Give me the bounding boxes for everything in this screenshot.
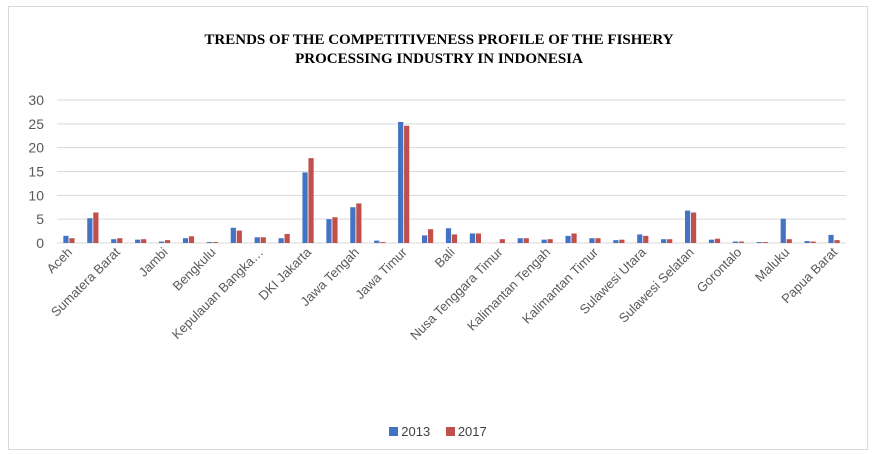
bar-2017-25 xyxy=(667,239,673,243)
y-tick-label-10: 10 xyxy=(28,187,44,203)
bar-2017-9 xyxy=(284,233,290,243)
x-tick-label-0: Aceh xyxy=(44,245,76,277)
legend-swatch-2013 xyxy=(389,427,399,436)
bar-2017-6 xyxy=(212,242,219,243)
bar-2013-1 xyxy=(87,218,93,243)
bar-2013-5 xyxy=(182,238,189,243)
bar-2017-31 xyxy=(810,241,816,243)
bar-2013-13 xyxy=(374,240,380,243)
bar-2013-4 xyxy=(158,241,165,243)
bar-2013-6 xyxy=(206,242,213,243)
bar-2013-27 xyxy=(708,239,715,243)
bar-2017-5 xyxy=(188,236,195,243)
chart-frame: TRENDS OF THE COMPETITIVENESS PROFILE OF… xyxy=(8,6,868,450)
bar-2017-4 xyxy=(164,240,171,243)
x-tick-label-15: Maluku xyxy=(752,245,792,285)
bar-2013-31 xyxy=(804,241,810,243)
bar-2013-0 xyxy=(63,235,69,243)
bar-2017-27 xyxy=(714,238,721,243)
bar-2013-24 xyxy=(637,234,643,243)
bar-2017-2 xyxy=(117,238,123,243)
y-tick-label-15: 15 xyxy=(28,164,44,180)
bar-2017-32 xyxy=(834,240,840,243)
bar-2017-28 xyxy=(738,241,745,243)
bar-2017-19 xyxy=(523,238,529,243)
bar-2017-21 xyxy=(571,233,577,243)
bar-2017-24 xyxy=(643,235,649,243)
bar-2013-11 xyxy=(326,219,332,243)
bar-2013-16 xyxy=(445,228,452,243)
bar-2013-28 xyxy=(732,241,739,243)
bar-2017-12 xyxy=(356,203,362,243)
bar-2013-29 xyxy=(756,242,762,243)
bar-2017-10 xyxy=(308,158,314,243)
bar-2013-22 xyxy=(589,238,595,243)
bar-2013-14 xyxy=(398,121,404,243)
bar-2017-0 xyxy=(69,238,75,243)
x-tick-label-10: Kalimantan Tengah xyxy=(464,245,553,334)
bar-2013-15 xyxy=(421,235,428,243)
legend-label-2017: 2017 xyxy=(457,424,487,439)
bar-2017-15 xyxy=(427,229,434,243)
bar-2013-30 xyxy=(780,218,786,243)
bar-2013-2 xyxy=(111,239,117,243)
bar-2017-14 xyxy=(404,125,410,243)
bar-2017-7 xyxy=(236,230,242,243)
bar-2013-3 xyxy=(135,239,141,243)
bar-2013-21 xyxy=(565,235,571,243)
bar-2013-26 xyxy=(684,210,691,243)
bar-2013-19 xyxy=(517,238,523,243)
x-tick-label-2: Jambi xyxy=(136,244,171,279)
bar-2013-8 xyxy=(254,237,260,243)
y-tick-label-0: 0 xyxy=(36,235,44,251)
bar-2013-17 xyxy=(469,233,476,243)
y-tick-label-20: 20 xyxy=(28,140,44,156)
bar-2017-18 xyxy=(499,239,505,243)
bar-2017-29 xyxy=(762,242,768,243)
x-tick-label-3: Bengkulu xyxy=(170,245,219,294)
bar-2017-11 xyxy=(332,217,338,243)
bar-2013-10 xyxy=(302,172,308,243)
bar-2013-12 xyxy=(350,207,356,243)
bar-2013-32 xyxy=(828,234,834,243)
legend-item-2013: 2013 xyxy=(389,424,430,439)
legend-swatch-2017 xyxy=(445,427,455,436)
bar-2013-9 xyxy=(278,238,284,243)
chart-legend: 2013 2017 xyxy=(0,424,876,439)
chart-title: TRENDS OF THE COMPETITIVENESS PROFILE OF… xyxy=(9,31,869,69)
legend-label-2013: 2013 xyxy=(401,424,431,439)
bar-2017-22 xyxy=(595,238,601,243)
bar-2017-23 xyxy=(619,239,625,243)
y-tick-label-25: 25 xyxy=(28,116,44,132)
y-tick-label-30: 30 xyxy=(28,92,44,108)
bar-2013-20 xyxy=(541,239,547,243)
bar-2017-8 xyxy=(260,237,266,243)
bar-2017-26 xyxy=(690,212,697,243)
bar-2017-16 xyxy=(451,234,458,243)
x-tick-label-14: Gorontalo xyxy=(694,245,745,296)
x-tick-label-9: Nusa Tenggara Timur xyxy=(407,244,506,343)
chart-title-line2: PROCESSING INDUSTRY IN INDONESIA xyxy=(295,51,583,67)
bar-2013-23 xyxy=(613,240,619,243)
bar-2013-25 xyxy=(661,239,667,243)
x-tick-label-7: Jawa Timur xyxy=(352,244,410,302)
x-tick-label-8: Bali xyxy=(432,244,458,270)
legend-item-2017: 2017 xyxy=(445,424,487,439)
bar-2017-20 xyxy=(547,239,553,243)
y-tick-label-5: 5 xyxy=(36,211,44,227)
bar-2017-1 xyxy=(93,212,99,243)
bar-2013-7 xyxy=(230,227,236,243)
bar-2017-3 xyxy=(141,239,147,243)
bar-2017-13 xyxy=(380,242,386,243)
x-tick-label-4: Kepulauan Bangka… xyxy=(169,245,266,342)
chart-title-line1: TRENDS OF THE COMPETITIVENESS PROFILE OF… xyxy=(204,32,674,48)
bar-2017-30 xyxy=(786,239,792,243)
bar-2017-17 xyxy=(475,233,482,243)
